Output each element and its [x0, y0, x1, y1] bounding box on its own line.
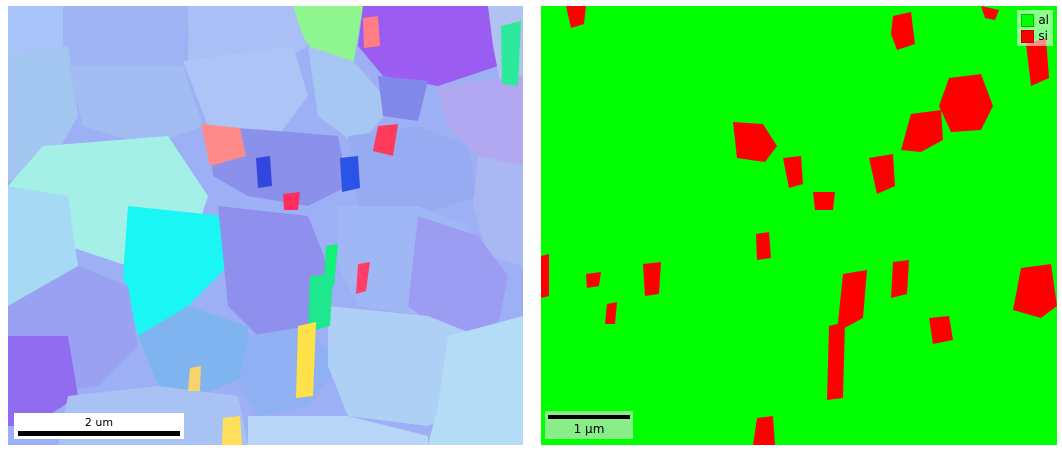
legend-swatch-si [1021, 29, 1035, 43]
phase-map-graphic [541, 6, 1057, 445]
scale-bar-line [18, 430, 180, 436]
scale-bar-label: 1 µm [573, 421, 605, 436]
scale-bar: 1 µm [545, 411, 633, 439]
phase-map: al si 1 µm [541, 6, 1057, 445]
scale-bar: 2 um [14, 413, 184, 439]
legend-label-si: si [1038, 29, 1048, 43]
ipf-orientation-map: 2 um [8, 6, 523, 445]
legend-item-al: al [1021, 12, 1049, 28]
phase-legend: al si [1017, 10, 1053, 46]
scale-bar-label: 2 um [84, 415, 114, 429]
legend-item-si: si [1021, 28, 1049, 44]
grain-map-graphic [8, 6, 523, 445]
legend-label-al: al [1038, 13, 1049, 27]
legend-swatch-al [1021, 13, 1035, 27]
scale-bar-line [548, 414, 630, 419]
